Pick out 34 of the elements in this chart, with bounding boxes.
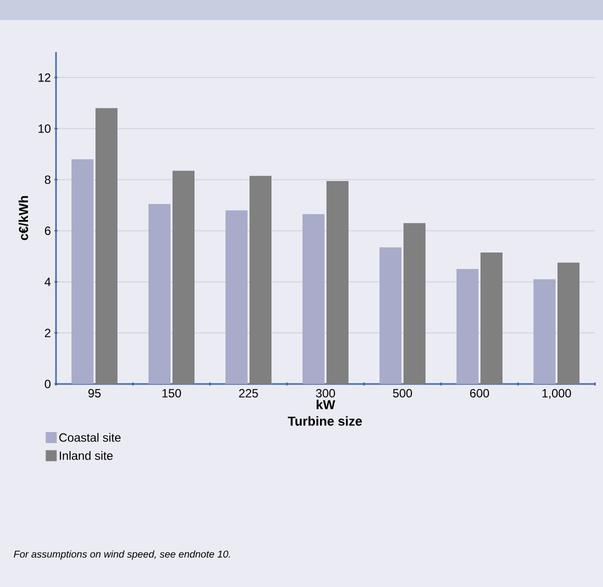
y-tick-label: 0 — [44, 380, 51, 388]
bar — [380, 247, 402, 384]
legend-label: Coastal site — [59, 432, 121, 442]
y-tick-label: 2 — [44, 328, 50, 338]
bar — [557, 262, 580, 384]
y-tick-label: 6 — [44, 226, 50, 235]
x-tick-label: 225 — [239, 389, 258, 398]
bar — [72, 159, 94, 384]
bar — [172, 170, 194, 384]
x-tick-label: 1,000 — [542, 389, 571, 399]
text: For assumptions on wind speed, see endnote 10. — [14, 550, 230, 560]
bar — [534, 279, 556, 384]
y-tick-label: 10 — [38, 124, 51, 133]
legend-label: Inland site — [60, 451, 113, 460]
y-tick-label: 8 — [44, 175, 50, 184]
y-axis-title: c€/kWh — [18, 196, 28, 240]
x-tick-label: 500 — [393, 389, 412, 398]
x-axis-title: kW — [316, 400, 336, 410]
x-tick-label: 600 — [470, 389, 490, 398]
bar — [480, 252, 502, 384]
bar — [226, 210, 248, 384]
bar — [404, 223, 426, 384]
x-tick-label: 150 — [162, 389, 182, 398]
bar — [456, 269, 479, 384]
bar — [302, 214, 325, 384]
bar — [250, 176, 272, 384]
x-tick-label: 95 — [88, 389, 101, 398]
y-tick-label: 4 — [44, 278, 51, 286]
bar — [148, 204, 171, 384]
x-tick-label: 300 — [316, 389, 336, 398]
bar — [326, 180, 348, 384]
y-tick-label: 12 — [38, 73, 50, 82]
text: Turbine size — [288, 416, 362, 426]
bar — [96, 108, 118, 384]
